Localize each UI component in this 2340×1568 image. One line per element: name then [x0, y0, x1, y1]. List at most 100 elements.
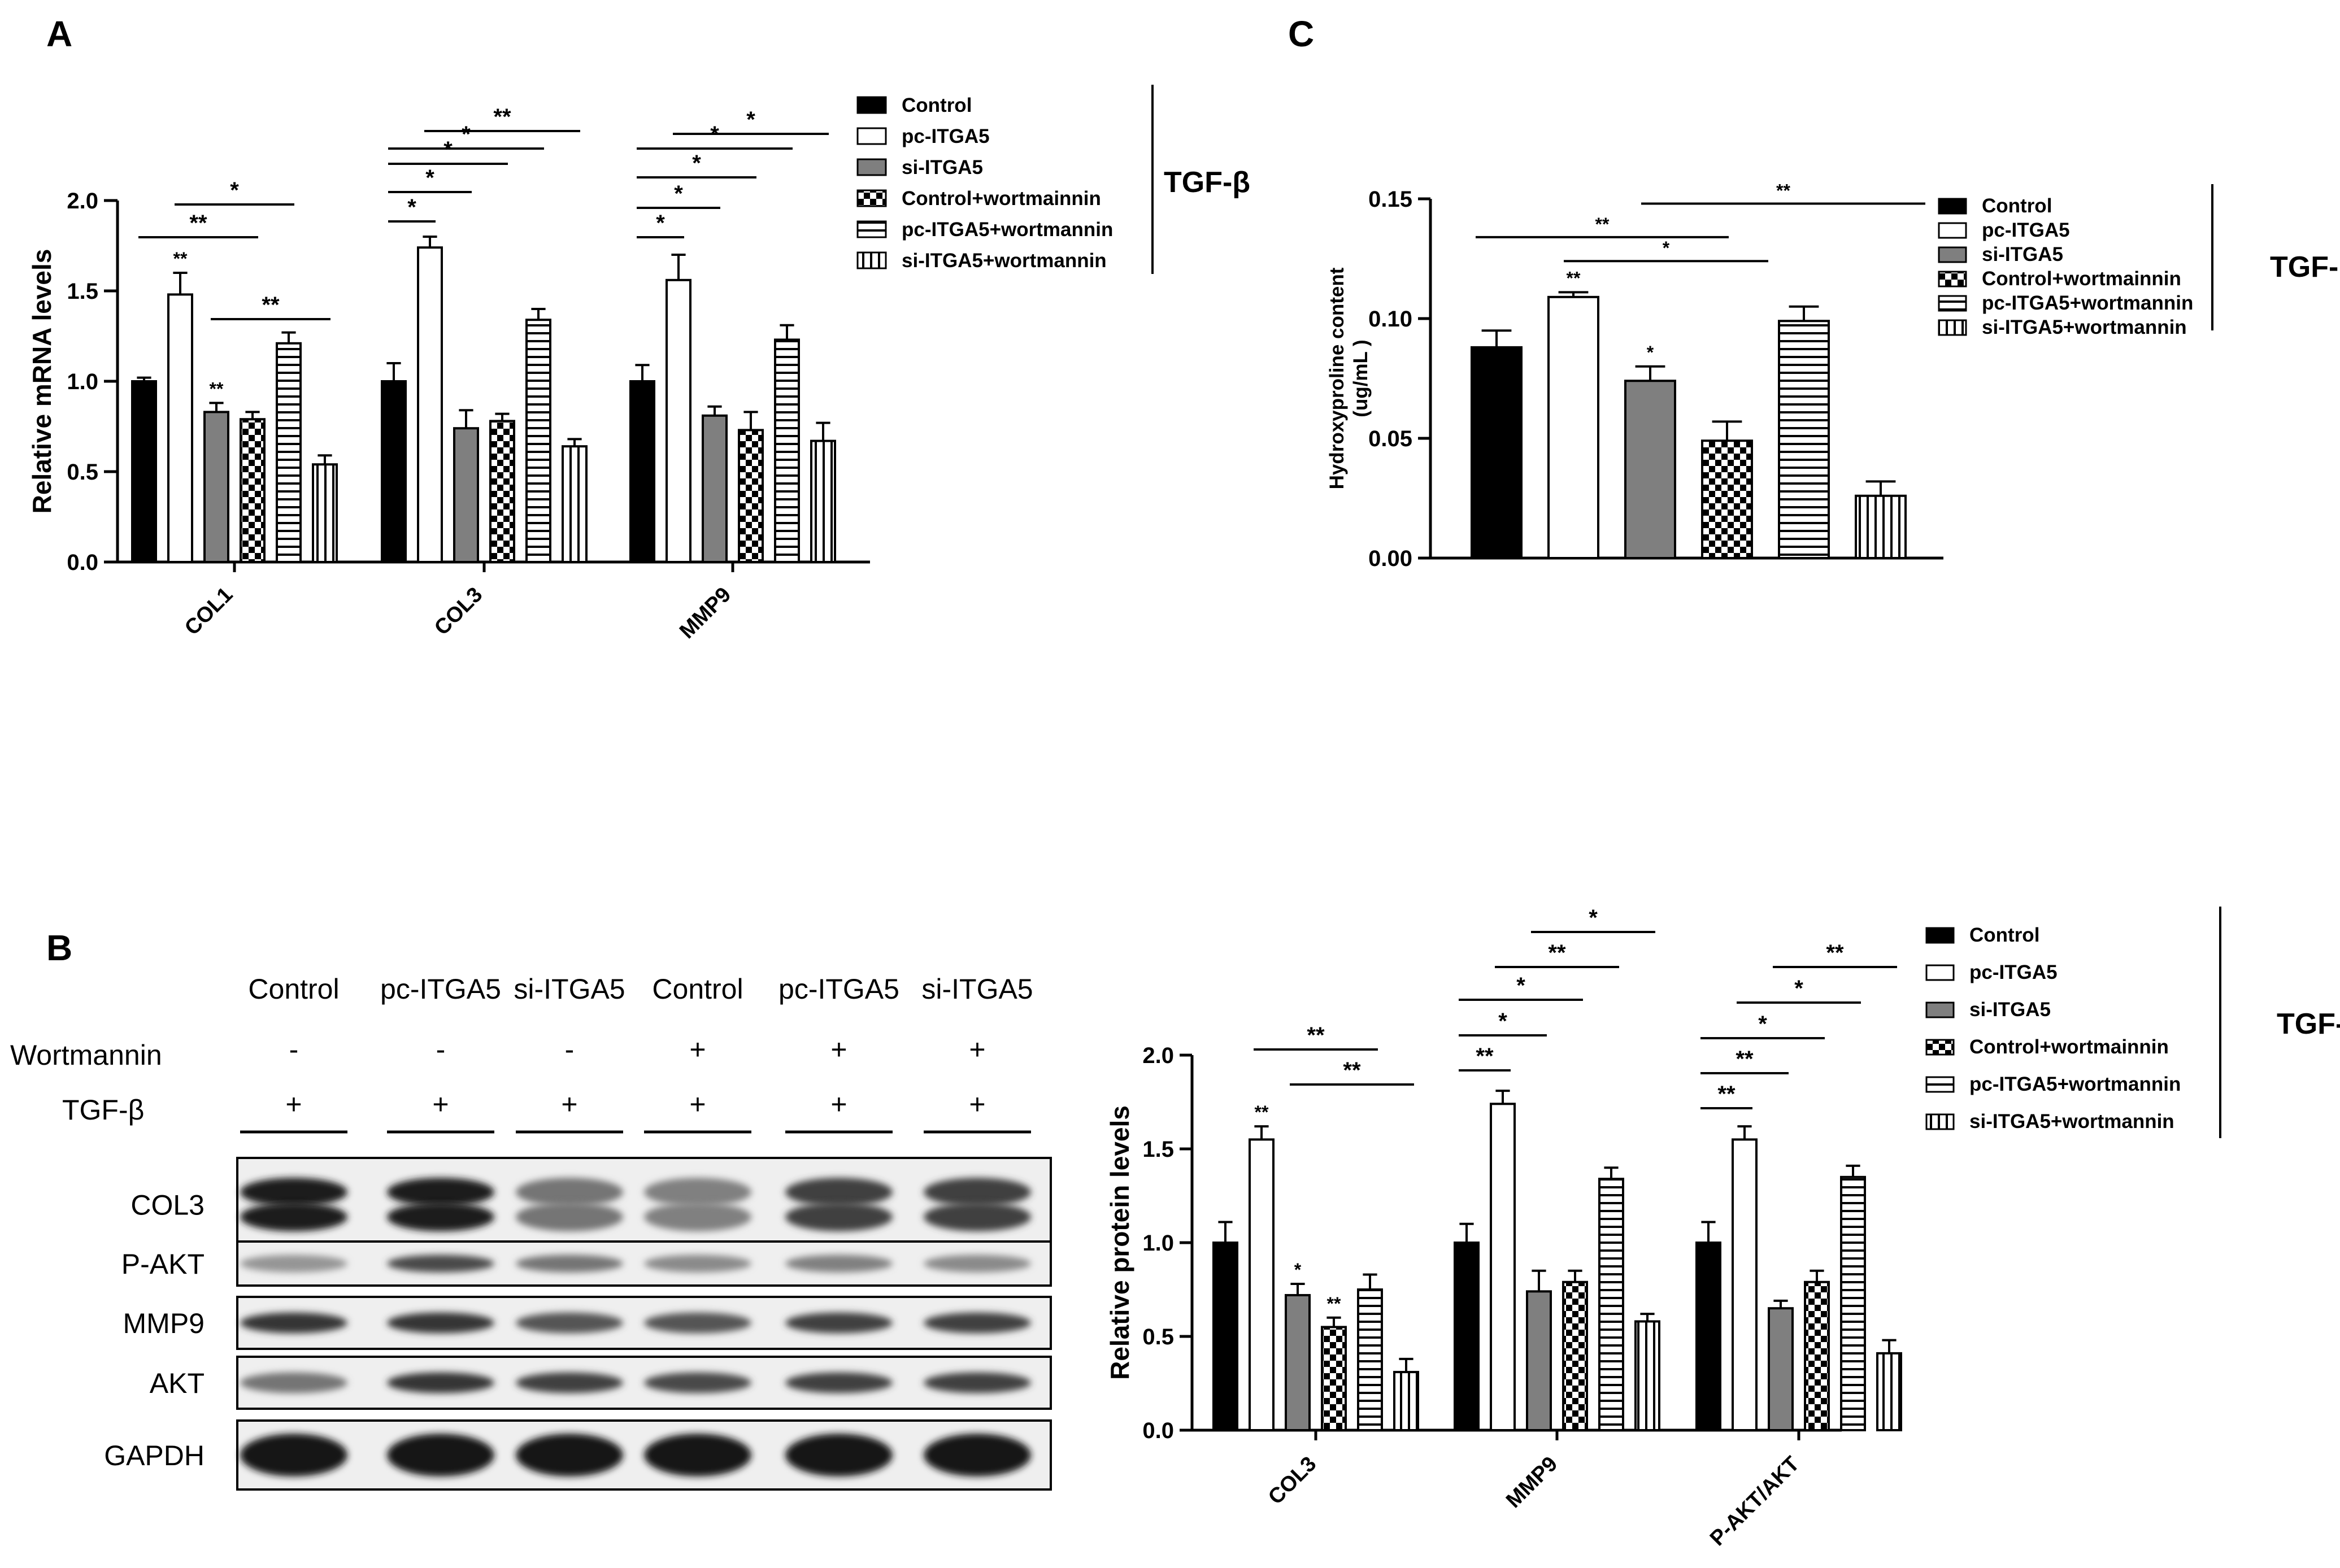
legend-swatch-4: [856, 220, 887, 238]
legend-label-5: si-ITGA5+wortmannin: [1969, 1110, 2174, 1133]
bracket-a-3-label: **: [262, 293, 280, 317]
bracket-a-10-label: *: [674, 181, 683, 206]
blot-band-4-4: [785, 1434, 893, 1476]
blot-sign-0-0: -: [289, 1034, 299, 1065]
bar-b-2-0: [1695, 1242, 1721, 1431]
blot-band-label-1: P-AKT: [121, 1248, 205, 1280]
blot-column-4: pc-ITGA5: [778, 973, 899, 1005]
legend-swatch-5: [856, 251, 887, 269]
legend-swatch-2: [1925, 1001, 1955, 1018]
panel-letter-a: A: [46, 14, 72, 54]
bracket-c-1-label: *: [1663, 238, 1670, 258]
treatment-label: TGF-β: [2277, 1008, 2340, 1040]
bar-a-0-3: [240, 418, 266, 564]
bar-b-1-5: [1634, 1320, 1660, 1431]
legend-swatch-3: [1925, 1039, 1955, 1056]
bracket-b-10-label: *: [1794, 976, 1803, 1001]
legend-swatch-4: [1938, 295, 1967, 312]
blot-band-label-4: GAPDH: [104, 1440, 205, 1471]
legend-label-4: pc-ITGA5+wortmannin: [1969, 1073, 2181, 1095]
legend-swatch-1: [856, 127, 887, 145]
legend-label-5: si-ITGA5+wortmannin: [902, 250, 1107, 272]
bar-b-1-3: [1562, 1280, 1588, 1431]
legend-label-2: si-ITGA5: [902, 156, 983, 178]
blot-band-4-1: [387, 1434, 494, 1476]
bar-a-0-0: [131, 380, 157, 563]
bar-b-2-1: [1732, 1138, 1758, 1431]
blot-band-0-4-upper: [785, 1178, 893, 1207]
bar-a-2-2: [702, 414, 728, 563]
blot-band-3-0: [240, 1372, 347, 1393]
blot-band-0-2-upper: [516, 1178, 623, 1207]
y-axis-title: Relative mRNA levels: [27, 249, 56, 514]
y-tick-label-2: 1.0: [67, 369, 98, 394]
blot-column-0: Control: [248, 973, 339, 1005]
blot-band-0-0-upper: [240, 1178, 347, 1207]
bracket-b-4-label: *: [1516, 973, 1525, 998]
bar-c-4: [1778, 320, 1830, 559]
blot-band-0-3-upper: [644, 1178, 751, 1207]
legend-swatch-4: [1925, 1076, 1955, 1093]
bar-a-2-4: [774, 338, 800, 564]
blot-band-label-0: COL3: [131, 1190, 205, 1221]
y-axis-title: Hydroxyproline content: [1326, 267, 1348, 489]
bar-a-2-1: [666, 278, 691, 563]
blot-band-0-2-lower: [516, 1203, 623, 1231]
bracket-b-7-label: **: [1717, 1082, 1736, 1107]
blot-band-0-1-lower: [387, 1203, 494, 1231]
blot-condition-1: TGF-β: [62, 1094, 144, 1126]
blot-band-2-2: [516, 1312, 623, 1334]
legend-label-2: si-ITGA5: [1969, 999, 2051, 1021]
bar-c-0: [1471, 346, 1523, 559]
blot-band-0-0-lower: [240, 1203, 347, 1231]
y-axis-title: Relative protein levels: [1105, 1105, 1134, 1380]
bar-label-b-2: **: [1327, 1293, 1341, 1314]
blot-band-0-5-lower: [924, 1203, 1031, 1231]
bracket-a-9-label: *: [656, 211, 665, 236]
bracket-b-0-label: **: [1307, 1023, 1325, 1048]
bar-a-2-5: [810, 439, 836, 563]
blot-sign-1-1: +: [432, 1088, 449, 1120]
bar-label-b-1: *: [1294, 1260, 1302, 1280]
blot-column-3: Control: [652, 973, 743, 1005]
x-category-2: MMP9: [675, 583, 736, 643]
blot-band-3-2: [516, 1372, 623, 1393]
bar-b-1-0: [1454, 1242, 1480, 1431]
x-category-2: P-AKT/AKT: [1706, 1452, 1804, 1550]
x-category-1: COL3: [430, 583, 487, 640]
bar-b-2-4: [1840, 1175, 1866, 1432]
chart-c-hydroxyproline: 0.000.050.100.15********Hydroxyproline c…: [1326, 180, 2340, 571]
x-category-0: COL3: [1264, 1452, 1321, 1509]
blot-sign-1-3: +: [689, 1088, 706, 1120]
blot-strip-0: [236, 1157, 1052, 1252]
legend-swatch-0: [1925, 927, 1955, 944]
bracket-a-13-label: *: [746, 107, 755, 132]
bar-b-0-5: [1393, 1371, 1419, 1432]
panel-letter-b: B: [46, 927, 72, 968]
blot-band-1-3: [644, 1255, 751, 1273]
legend-label-1: pc-ITGA5: [902, 125, 990, 147]
legend-label-0: Control: [1969, 924, 2039, 946]
y-tick-label-4: 2.0: [1142, 1043, 1174, 1068]
legend-label-0: Control: [1982, 195, 2052, 217]
bar-b-1-2: [1526, 1290, 1552, 1432]
y-tick-label-0: 0.00: [1368, 546, 1412, 571]
blot-band-0-4-lower: [785, 1203, 893, 1231]
blot-band-0-1-upper: [387, 1178, 494, 1207]
western-blot-panel: Control pc-ITGA5 si-ITGA5 Control pc-ITGA5 si…: [10, 973, 1052, 1491]
legend-label-0: Control: [902, 94, 972, 116]
legend-label-1: pc-ITGA5: [1969, 961, 2058, 983]
bar-label-b-0: **: [1255, 1102, 1269, 1122]
legend-label-5: si-ITGA5+wortmannin: [1982, 316, 2187, 338]
legend-swatch-5: [1925, 1113, 1955, 1130]
blot-band-4-2: [516, 1434, 623, 1476]
bar-a-1-1: [417, 246, 443, 563]
bracket-c-0-label: **: [1595, 214, 1610, 234]
blot-band-4-0: [240, 1434, 347, 1476]
blot-band-3-5: [924, 1372, 1031, 1393]
blot-sign-1-4: +: [830, 1088, 847, 1120]
legend-label-3: Control+wortmainnin: [1969, 1036, 2169, 1058]
y-tick-label-1: 0.5: [1142, 1325, 1174, 1349]
bracket-c-2-label: **: [1776, 180, 1790, 201]
